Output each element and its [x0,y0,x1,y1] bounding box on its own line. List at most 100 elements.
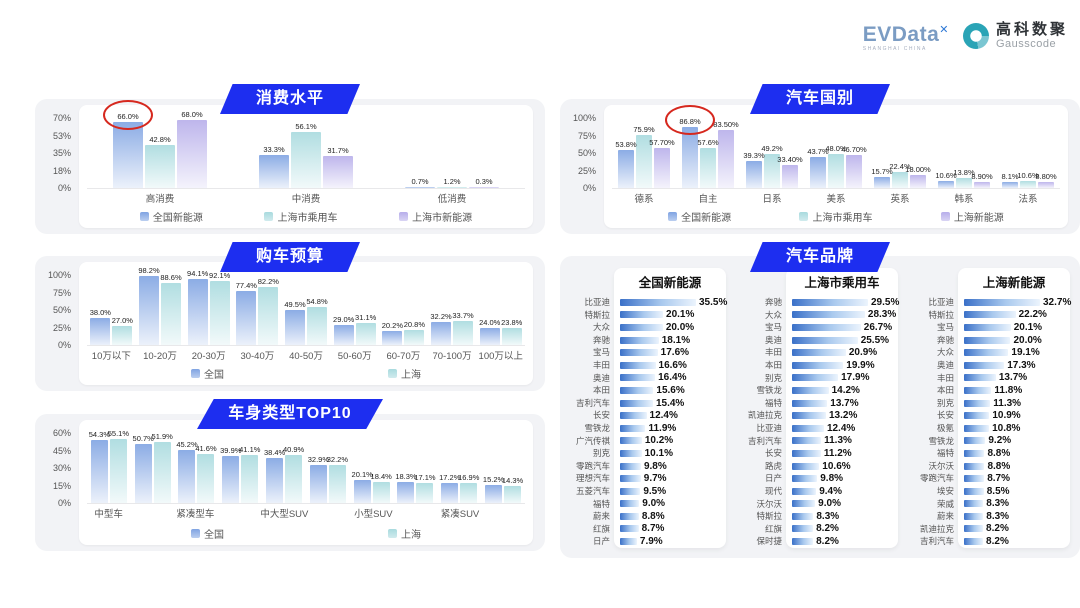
bar-value-label: 16.9% [458,473,480,483]
brand-bar [792,399,828,407]
bar-value-label: 18.3% [395,471,417,481]
bar-value-label: 51.9% [151,432,173,442]
brand-bar [620,449,642,457]
bar-value-label: 31.7% [327,146,349,156]
brand-row: 11.2% [792,447,892,460]
bar-value-label: 8.80% [1035,171,1057,181]
x-category-label: 中型车 [94,509,123,520]
brand-bar [792,500,816,508]
brand-row: 8.8% [964,447,1064,460]
legend: 全国 上海 [79,363,533,381]
legend-label: 全国新能源 [152,213,203,224]
bar: 57.70% [649,138,675,188]
legend-swatch [940,212,950,221]
brand-name: 福特 [764,397,782,408]
chart-budget: 100% 75% 50% 25% 0% 38.0% 27.0% 98.2% 88.6% 94.1%… [35,256,545,391]
bar-group: 10.6% 13.8% 8.90% [932,118,996,188]
brand-bar [792,349,846,357]
brand-bar [964,298,1040,306]
brand-row: 11.3% [964,397,1064,410]
brand-bar [792,336,858,344]
bar-value-label: 22.4% [889,162,911,172]
brand-value: 14.2% [831,384,860,396]
brand-name: 埃安 [936,485,954,496]
brand-value: 29.5% [871,296,900,308]
bar: 8.90% [971,172,993,188]
brand-bar [964,336,1011,344]
spacer [736,268,786,296]
bar: 18.3% [395,472,417,503]
brand-value: 18.1% [661,334,691,346]
bar: 40.9% [283,445,304,503]
bar: 31.1% [355,313,376,345]
brand-row: 8.3% [964,510,1064,523]
brand-name: 吉利汽车 [919,536,954,547]
brand-bar [620,475,641,483]
bar-value-label: 57.6% [697,137,719,147]
bar: 57.6% [697,138,719,188]
brand-value: 16.4% [658,372,687,384]
chart-brands: 比亚迪 特斯拉 大众 奔驰 宝马 丰田 奥迪 本田 吉利汽车 长安 雪铁龙 广汽传祺 别克 零跑汽车 理想汽… [560,256,1080,558]
brand-bar [964,512,984,520]
badge-budget: 购车预算 [220,242,360,272]
brand-name: 比亚迪 [928,297,954,307]
bar: 32.9% [308,455,329,503]
brand-row: 29.5% [792,296,899,309]
legend-item: 上海市乘用车 [799,209,872,224]
brand-value: 19.1% [1011,347,1040,359]
brand-row: 9.5% [620,485,720,498]
bar: 8.1% [1001,172,1019,188]
legend-swatch [191,369,200,378]
bar-value-label: 20.2% [381,320,403,330]
brand-panel-title: 全国新能源 [638,276,702,290]
y-tick-label: 50% [577,148,596,158]
legend-swatch [399,212,409,221]
x-category-label: 法系 [1018,194,1038,205]
legend-swatch [191,529,200,538]
brand-value: 16.6% [658,359,687,371]
bar-value-label: 41.1% [239,445,261,455]
brand-name: 沃尔沃 [756,498,782,509]
plot-panel: 53.8% 75.9% 57.70% 86.8% 57.6% 83.50% 39.3% 49.… [604,105,1068,228]
x-category-label [395,506,438,520]
bar-group: 15.2% 14.3% [481,433,525,503]
bar: 20.8% [404,320,425,345]
bar: 68.0% [177,110,207,188]
bar-group: 15.7% 22.4% 18.00% [868,118,932,188]
bar-value-label: 29.0% [333,314,355,324]
brand-value: 8.8% [641,510,665,522]
bar: 31.7% [323,146,353,188]
brand-name: 雪铁龙 [928,435,954,446]
brand-row: 17.6% [620,346,720,359]
x-category-label: 40-50万 [289,351,323,362]
bar: 33.7% [452,311,474,345]
brand-value: 20.0% [1013,334,1042,346]
x-category-label: 10万以下 [91,351,131,362]
bar-value-label: 15.2% [482,475,505,485]
brand-name: 丰田 [592,359,610,370]
brand-row: 10.6% [792,460,892,473]
legend: 全国新能源 上海市乘用车 上海市新能源 [79,206,533,224]
gausscode-icon [962,23,989,49]
brand-bar [964,349,1009,357]
brand-bar [964,361,1005,369]
brand-bar [620,525,639,533]
bar-group: 8.1% 10.6% 8.80% [996,118,1060,188]
legend-item: 全国 [191,526,224,541]
legend-item: 全国新能源 [139,209,203,224]
brand-name: 吉利汽车 [747,435,782,446]
brand-value: 9.0% [818,498,841,510]
bar: 17.2% [439,473,460,503]
x-category-label: 小型SUV [354,509,393,520]
brand-name: 零跑汽车 [575,460,610,471]
brand-row: 9.0% [620,498,720,511]
bar-group: 66.0% 42.8% 68.0% [87,100,233,188]
x-category-label: 低消费 [437,194,467,205]
brand-value: 8.2% [986,536,1009,548]
brand-bar [792,386,829,394]
brand-value: 20.0% [665,321,695,333]
spacer [564,268,614,296]
brand-bar [792,412,826,420]
x-category-label: 100万以上 [478,351,523,362]
bar-value-label: 32.2% [430,312,452,322]
